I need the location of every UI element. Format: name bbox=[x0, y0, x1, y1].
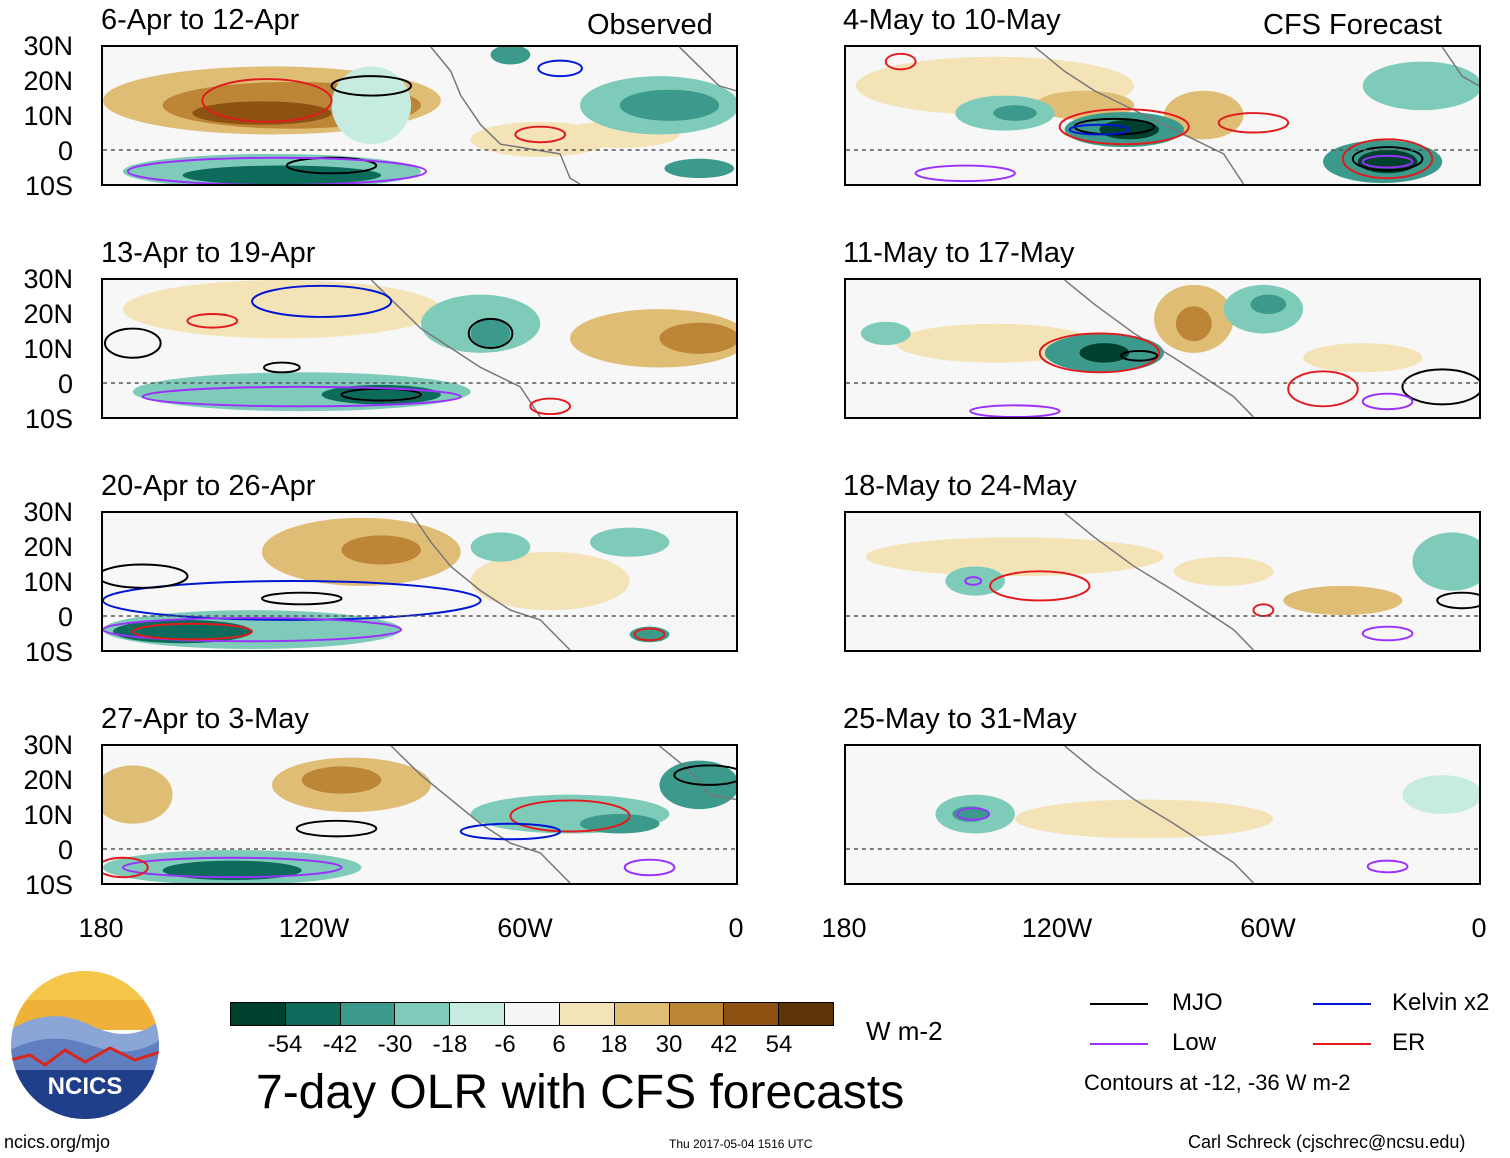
colorbar-swatch bbox=[340, 1003, 396, 1025]
x-tick-label: 0 bbox=[1471, 913, 1487, 943]
y-tick-label: 10N bbox=[23, 101, 73, 131]
legend-label-low: Low bbox=[1172, 1029, 1217, 1056]
colorbar-tick: 30 bbox=[655, 1031, 683, 1058]
y-tick-label: 20N bbox=[23, 66, 73, 96]
colorbar-tick: 18 bbox=[600, 1031, 628, 1058]
colorbar-tick: -6 bbox=[494, 1031, 516, 1058]
y-tick-label: 0 bbox=[57, 136, 73, 166]
olr-colorbar bbox=[230, 1002, 834, 1026]
y-tick-label: 30N bbox=[23, 31, 73, 61]
x-tick-label: 60W bbox=[497, 913, 553, 943]
olr-map-panel-observed-3 bbox=[101, 511, 738, 652]
colorbar-tick: 42 bbox=[710, 1031, 738, 1058]
colorbar-swatch bbox=[614, 1003, 670, 1025]
main-title: 7-day OLR with CFS forecasts bbox=[256, 1066, 905, 1119]
y-tick-label: 10S bbox=[24, 870, 73, 900]
cfs-forecast-header: CFS Forecast bbox=[1263, 9, 1442, 41]
y-tick-label: 0 bbox=[57, 602, 73, 632]
colorbar-swatch bbox=[559, 1003, 615, 1025]
olr-map-svg bbox=[846, 746, 1479, 883]
panel-title: 11-May to 17-May bbox=[843, 237, 1075, 269]
panel-title: 4-May to 10-May bbox=[843, 4, 1061, 36]
contour-note: Contours at -12, -36 W m-2 bbox=[1084, 1070, 1351, 1095]
y-tick-label: 30N bbox=[23, 264, 73, 294]
olr-map-svg bbox=[103, 47, 736, 184]
colorbar-tick: -54 bbox=[267, 1031, 303, 1058]
panel-title: 13-Apr to 19-Apr bbox=[101, 237, 316, 269]
y-tick-label: 10S bbox=[24, 637, 73, 667]
y-tick-label: 30N bbox=[23, 730, 73, 760]
observed-header: Observed bbox=[587, 9, 713, 41]
colorbar-swatch bbox=[285, 1003, 341, 1025]
legend-line-kelvin bbox=[1313, 1003, 1371, 1005]
legend-label-mjo: MJO bbox=[1172, 989, 1223, 1016]
olr-map-panel-observed-4 bbox=[101, 744, 738, 885]
colorbar-tick: 6 bbox=[552, 1031, 566, 1058]
colorbar-swatch bbox=[724, 1003, 780, 1025]
y-tick-label: 20N bbox=[23, 765, 73, 795]
legend-line-low bbox=[1090, 1043, 1148, 1045]
y-tick-label: 20N bbox=[23, 299, 73, 329]
legend-line-er bbox=[1313, 1043, 1371, 1045]
legend-label-kelvin: Kelvin x2 bbox=[1392, 989, 1490, 1016]
y-tick-label: 0 bbox=[57, 369, 73, 399]
olr-map-svg bbox=[103, 513, 736, 650]
olr-map-svg bbox=[103, 746, 736, 883]
olr-map-panel-forecast-1 bbox=[844, 45, 1481, 186]
olr-map-svg bbox=[103, 280, 736, 417]
colorbar-swatch bbox=[450, 1003, 506, 1025]
x-tick-label: 0 bbox=[728, 913, 744, 943]
footer-url: ncics.org/mjo bbox=[4, 1132, 111, 1152]
colorbar-swatch bbox=[669, 1003, 725, 1025]
logo-text: NCICS bbox=[48, 1073, 123, 1100]
olr-map-svg bbox=[846, 280, 1479, 417]
panel-title: 6-Apr to 12-Apr bbox=[101, 4, 300, 36]
y-tick-label: 10N bbox=[23, 334, 73, 364]
legend-label-er: ER bbox=[1392, 1029, 1426, 1056]
y-tick-label: 10S bbox=[24, 171, 73, 201]
x-tick-label: 60W bbox=[1240, 913, 1296, 943]
y-tick-label: 30N bbox=[23, 497, 73, 527]
ncics-logo: NCICS bbox=[11, 971, 159, 1119]
olr-map-panel-forecast-2 bbox=[844, 278, 1481, 419]
panel-title: 25-May to 31-May bbox=[843, 703, 1077, 735]
colorbar-swatch bbox=[505, 1003, 560, 1025]
colorbar-tick: -42 bbox=[322, 1031, 358, 1058]
y-tick-label: 0 bbox=[57, 835, 73, 865]
olr-map-svg bbox=[846, 47, 1479, 184]
olr-map-panel-forecast-3 bbox=[844, 511, 1481, 652]
colorbar-units: W m-2 bbox=[866, 1016, 943, 1046]
footer-credit: Carl Schreck (cjschrec@ncsu.edu) bbox=[1188, 1132, 1466, 1152]
olr-map-panel-observed-2 bbox=[101, 278, 738, 419]
colorbar-tick: 54 bbox=[765, 1031, 793, 1058]
legend-line-mjo bbox=[1090, 1003, 1148, 1005]
x-tick-label: 180 bbox=[78, 913, 124, 943]
colorbar-swatch bbox=[231, 1003, 286, 1025]
olr-map-panel-observed-1 bbox=[101, 45, 738, 186]
panel-title: 27-Apr to 3-May bbox=[101, 703, 309, 735]
olr-map-panel-forecast-4 bbox=[844, 744, 1481, 885]
panel-title: 18-May to 24-May bbox=[843, 470, 1077, 502]
x-tick-label: 120W bbox=[278, 913, 350, 943]
panel-title: 20-Apr to 26-Apr bbox=[101, 470, 316, 502]
footer-timestamp: Thu 2017-05-04 1516 UTC bbox=[669, 1137, 813, 1151]
x-tick-label: 180 bbox=[821, 913, 867, 943]
colorbar-tick: -30 bbox=[377, 1031, 413, 1058]
y-tick-label: 10S bbox=[24, 404, 73, 434]
y-tick-label: 10N bbox=[23, 567, 73, 597]
colorbar-swatch bbox=[395, 1003, 451, 1025]
y-tick-label: 10N bbox=[23, 800, 73, 830]
colorbar-tick: -18 bbox=[432, 1031, 468, 1058]
x-tick-label: 120W bbox=[1021, 913, 1093, 943]
olr-map-svg bbox=[846, 513, 1479, 650]
colorbar-swatch bbox=[779, 1003, 833, 1025]
y-tick-label: 20N bbox=[23, 532, 73, 562]
